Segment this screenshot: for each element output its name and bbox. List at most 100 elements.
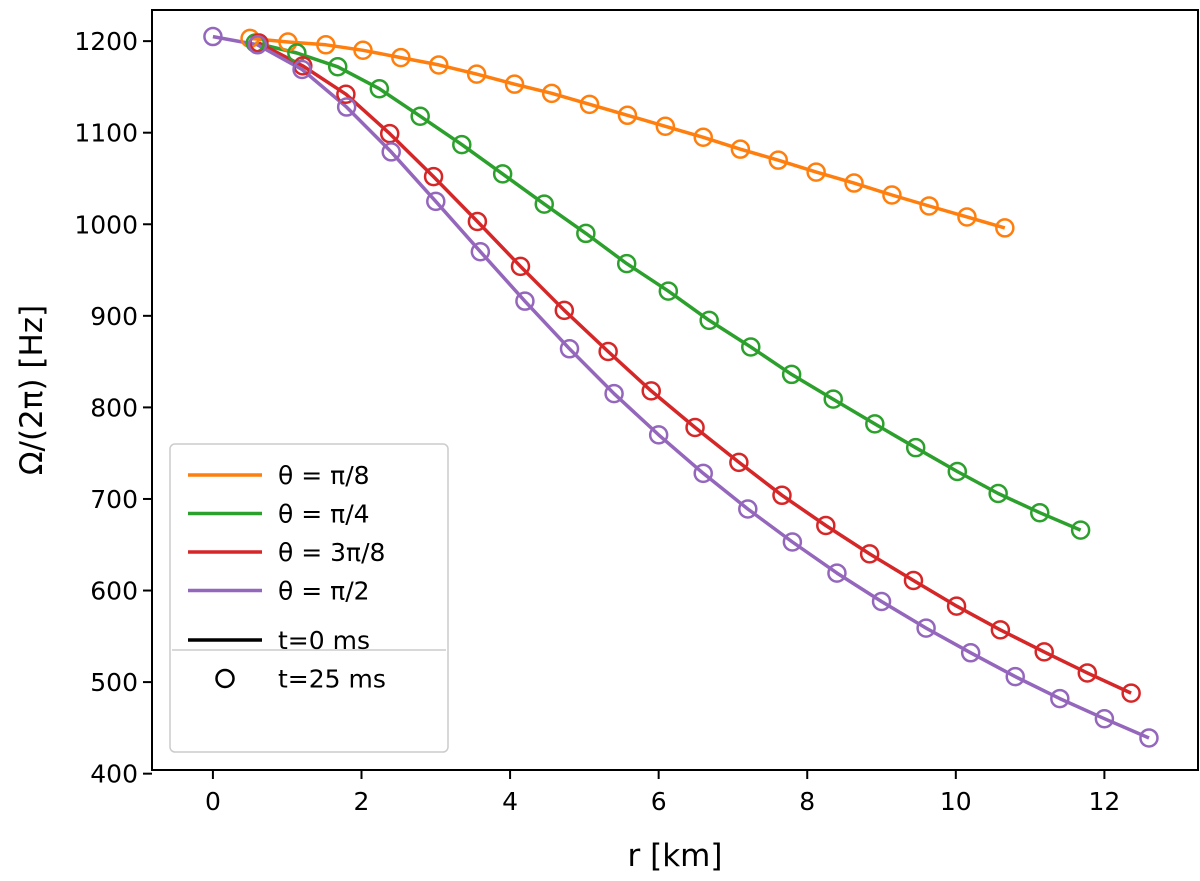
legend-label: θ = π/2 [278,577,370,606]
data-point [1077,663,1098,683]
data-point [616,253,637,274]
data-point [738,499,758,519]
y-tick-label: 400 [90,760,138,789]
x-tick-label: 6 [651,787,667,816]
data-point [859,544,880,564]
data-point [579,94,600,115]
data-point [827,563,847,583]
legend: θ = π/8θ = π/4θ = 3π/8θ = π/2t=0 mst=25 … [169,443,449,753]
data-point [559,339,580,359]
data-point [1139,728,1159,748]
data-point [391,47,411,68]
data-point [782,532,803,552]
data-point [658,281,679,301]
data-point [741,337,761,357]
data-point [598,341,618,362]
series-line-3 [212,34,1150,740]
data-point [515,291,535,311]
y-tick-label: 1200 [74,27,138,56]
data-point [988,483,1008,504]
data-point [541,83,562,104]
data-point [292,59,312,80]
data-point [781,364,802,385]
data-point [806,162,826,182]
data-point [353,40,373,61]
x-axis-label: r [km] [628,838,723,874]
data-point [604,383,624,404]
data-point [882,185,902,205]
data-point [1030,502,1050,523]
x-tick-label: 12 [1088,787,1120,816]
data-point [730,139,751,159]
data-point [249,33,269,53]
legend-label: θ = π/4 [278,500,370,529]
y-tick-label: 600 [90,577,138,606]
data-point [379,123,400,144]
data-point [316,35,336,55]
x-tick-label: 0 [205,787,221,816]
data-point [946,596,967,616]
data-point [768,150,789,170]
x-tick-label: 4 [502,787,518,816]
data-point [369,78,390,99]
data-point [995,218,1015,238]
data-point [844,173,864,193]
data-point [534,194,554,214]
data-point [729,452,749,473]
data-point [916,618,936,638]
data-point [429,55,449,75]
data-point [381,142,401,162]
data-point [554,300,575,321]
legend-label: θ = π/8 [278,461,370,490]
data-point [426,191,446,212]
x-tick-label: 2 [354,787,370,816]
x-tick-label: 10 [940,787,972,816]
data-point [685,417,705,438]
data-point [247,35,268,55]
data-point [990,620,1011,640]
plot-area [203,26,1159,748]
data-point [1005,666,1025,687]
y-tick-label: 900 [90,302,138,331]
data-point [693,463,713,484]
series-line-0 [249,36,1006,230]
data-point [865,414,885,434]
data-point [510,256,531,277]
data-point [1094,708,1115,729]
y-tick-label: 1100 [74,119,138,148]
data-point [823,389,843,409]
y-tick-label: 500 [90,668,138,697]
data-point [203,26,223,47]
data-point [617,105,638,126]
y-tick-label: 1000 [74,210,138,239]
y-tick-label: 800 [90,393,138,422]
series-line-2 [258,41,1132,695]
legend-label: θ = 3π/8 [278,538,385,567]
data-point [919,196,939,216]
series-line-1 [254,41,1082,532]
y-tick-label: 700 [90,485,138,514]
data-point [470,241,491,262]
data-point [655,116,676,137]
data-point [816,515,836,536]
data-point [903,570,924,591]
data-point [947,461,968,482]
data-point [466,64,487,84]
data-point [1070,520,1091,540]
data-point [1121,683,1141,703]
data-point [467,211,488,232]
y-axis-label: Ω/(2π) [Hz] [14,305,50,475]
data-point [327,57,348,77]
data-point [871,591,892,612]
data-point [576,223,596,244]
data-point [641,381,661,401]
data-point [1034,642,1054,662]
legend-label: t=25 ms [278,665,386,694]
x-tick-label: 8 [799,787,815,816]
data-point [336,84,356,104]
data-point [699,310,719,331]
data-point [504,74,525,94]
data-point [1050,688,1070,709]
axes: 0 2 4 6 8 10 12 400 500 600 700 800 900 1000 1100 1200 [74,9,1199,816]
